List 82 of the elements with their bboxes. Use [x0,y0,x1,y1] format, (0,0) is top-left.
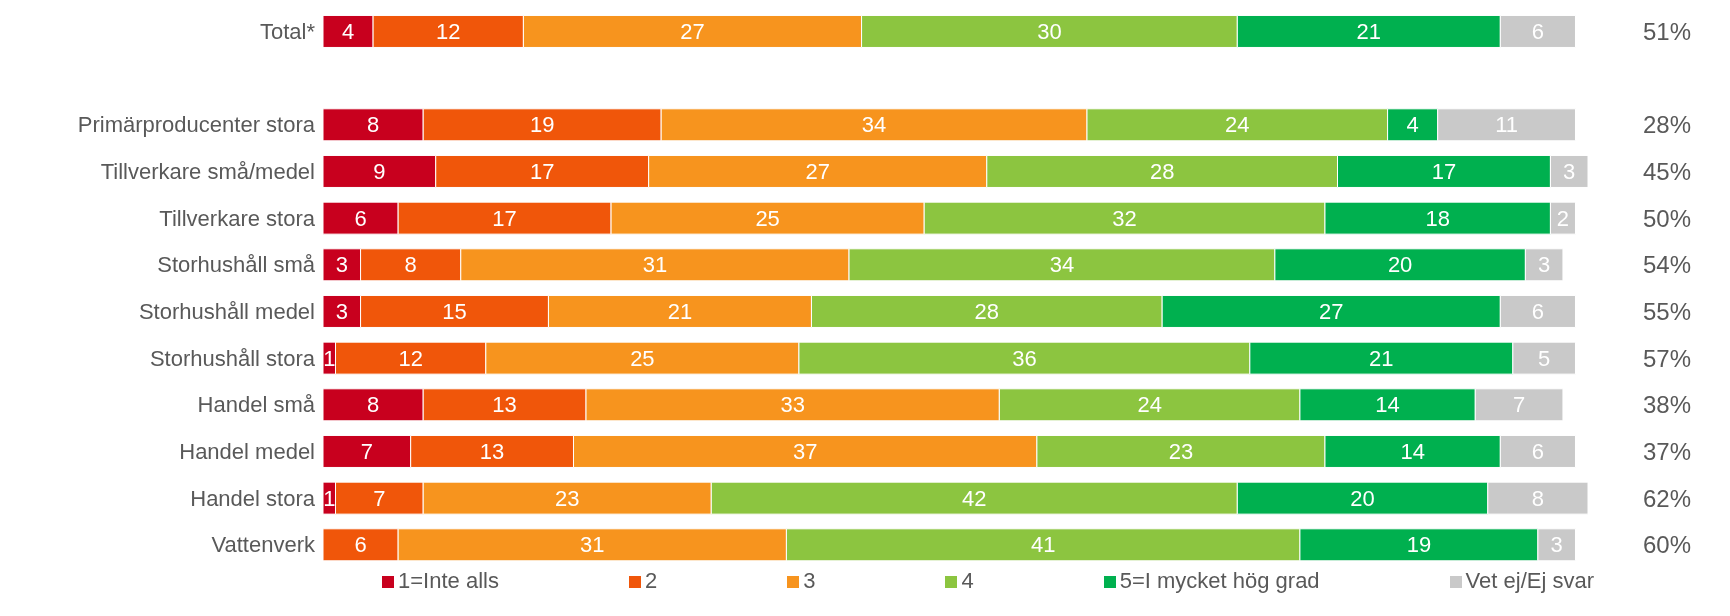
data-label: 41 [1030,532,1056,558]
text: 45% [1642,157,1691,185]
y-tick-label: Handel små [197,392,316,418]
y-tick-label: Primärproducenter stora [77,112,316,138]
text: 51% [1642,17,1691,45]
text: 55% [1642,297,1691,325]
data-label: 25 [630,345,655,371]
text: 28% [1642,111,1691,139]
data-label: 17 [1431,158,1457,184]
data-label: 13 [492,392,517,418]
data-label: 8 [366,392,380,418]
text: 50% [1642,204,1691,232]
data-label: 30 [1037,18,1062,44]
data-label: 3 [335,252,348,278]
data-label: 8 [404,252,417,278]
data-label: 17 [529,158,555,184]
data-label: 21 [667,298,693,324]
data-label: 27 [1319,298,1344,324]
data-label: 20 [1350,485,1375,511]
data-label: 6 [354,205,367,231]
data-label: 34 [1049,252,1075,278]
text: 62% [1642,484,1691,512]
legend-label: 2 [644,568,658,593]
data-label: 33 [780,392,805,418]
data-label: 27 [680,18,705,44]
data-label: 9 [373,158,386,184]
data-label: 12 [436,18,461,44]
data-label: 28 [974,298,1000,324]
data-label: 28 [1149,158,1175,184]
data-label: 23 [1168,438,1194,464]
text: 54% [1642,251,1691,279]
data-label: 15 [442,298,467,324]
legend-label: 1=Inte alls [398,568,499,593]
text: 38% [1642,391,1691,419]
data-label: 19 [529,112,555,138]
text: 37% [1642,437,1691,465]
data-label: 37 [792,438,818,464]
y-tick-label: Storhushåll små [157,252,316,278]
data-label: 24 [1225,112,1250,138]
data-label: 3 [335,298,348,324]
data-label: 1 [323,345,336,371]
legend-label: 3 [803,568,816,593]
data-label: 31 [642,252,668,278]
y-tick-label: Tillverkare stora [159,205,316,231]
data-label: 18 [1425,205,1450,231]
y-tick-label: Vattenverk [211,532,316,558]
text: 60% [1642,531,1691,559]
data-label: 24 [1137,392,1162,418]
y-tick-label: Storhushåll stora [149,345,316,371]
data-label: 7 [373,485,386,511]
data-label: 14 [1375,392,1400,418]
data-label: 42 [962,485,987,511]
data-label: 12 [398,345,423,371]
data-label: 7 [360,438,373,464]
data-label: 32 [1112,205,1137,231]
y-tick-label: Handel stora [190,485,316,511]
data-label: 8 [366,112,380,138]
legend-label: Vet ej/Ej svar [1465,568,1594,593]
data-label: 31 [580,532,605,558]
legend-label: 4 [961,568,974,593]
data-label: 1 [323,485,336,511]
y-tick-label: Tillverkare små/medel [100,159,315,185]
data-label: 21 [1356,18,1382,44]
data-label: 25 [755,205,780,231]
legend-label: 5=I mycket hög grad [1119,568,1320,593]
data-label: 6 [354,532,367,558]
data-label: 27 [805,158,830,184]
data-label: 23 [554,485,580,511]
data-label: 14 [1400,438,1425,464]
data-label: 4 [1406,112,1419,138]
data-label: 34 [861,112,887,138]
data-label: 20 [1387,252,1413,278]
y-tick-label: Handel medel [179,439,315,465]
data-label: 21 [1369,345,1394,371]
data-label: 4 [341,18,355,44]
text: 57% [1642,344,1691,372]
data-label: 17 [492,205,517,231]
data-label: 19 [1406,532,1432,558]
data-label: 13 [479,438,505,464]
y-tick-label: Total* [259,19,316,45]
data-label: 36 [1012,345,1037,371]
y-tick-label: Storhushåll medel [138,299,315,325]
